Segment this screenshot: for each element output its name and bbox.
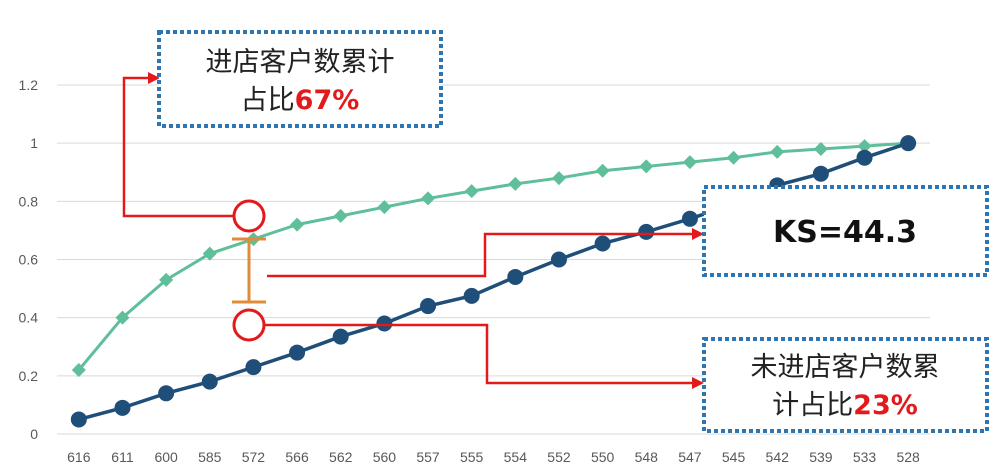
data-point	[376, 315, 393, 332]
x-tick-label: 555	[460, 449, 484, 465]
x-tick-label: 545	[722, 449, 746, 465]
x-tick-label: 560	[373, 449, 397, 465]
ks-gap-indicator	[232, 237, 266, 304]
ks-arrowhead	[692, 228, 704, 240]
entered-callout-line2: 占比67%	[241, 85, 360, 116]
data-point	[115, 310, 130, 325]
data-point	[158, 385, 175, 402]
data-point	[682, 155, 697, 170]
data-point	[639, 159, 654, 174]
x-tick-label: 542	[766, 449, 790, 465]
data-point	[201, 373, 218, 390]
y-tick-label: 0.4	[19, 310, 39, 326]
y-tick-label: 1	[30, 135, 38, 151]
entered-callout: 进店客户数累计 占比67%	[157, 30, 443, 128]
entered-highlight-circle	[232, 199, 266, 233]
data-point	[159, 272, 174, 287]
data-point	[638, 223, 655, 240]
x-tick-label: 552	[547, 449, 571, 465]
data-point	[71, 363, 86, 378]
x-axis-ticks: 616 611 600 585 572 566 562 560 557 555 554 552 550 5…	[67, 449, 920, 465]
y-tick-label: 0	[30, 426, 38, 442]
data-point	[508, 176, 523, 191]
data-point	[377, 200, 392, 215]
series-line	[77, 141, 909, 371]
y-tick-label: 0.2	[19, 368, 39, 384]
x-tick-label: 562	[329, 449, 353, 465]
data-point	[421, 191, 436, 206]
data-point	[900, 135, 917, 152]
data-point	[551, 171, 566, 186]
x-tick-label: 533	[853, 449, 877, 465]
data-point	[464, 184, 479, 199]
not-entered-callout-line2: 计占比23%	[772, 390, 918, 421]
x-tick-label: 600	[154, 449, 178, 465]
not-entered-callout-line1: 未进店客户数累	[751, 352, 940, 383]
ks-callout: KS=44.3	[702, 185, 989, 277]
data-point	[70, 411, 87, 428]
x-tick-label: 548	[635, 449, 659, 465]
data-point	[856, 149, 873, 166]
x-tick-label: 550	[591, 449, 615, 465]
data-point	[550, 251, 567, 268]
data-point	[202, 246, 217, 261]
x-tick-label: 572	[242, 449, 266, 465]
data-point	[681, 210, 698, 227]
x-tick-label: 554	[504, 449, 528, 465]
not-entered-connector	[264, 323, 694, 385]
data-point	[114, 399, 131, 416]
y-axis-ticks: 0 0.2 0.4 0.6 0.8 1 1.2	[19, 77, 39, 442]
x-tick-label: 539	[809, 449, 833, 465]
data-point	[332, 328, 349, 345]
data-point	[857, 139, 872, 154]
data-point	[726, 150, 741, 165]
entered-callout-line1: 进店客户数累计	[206, 47, 395, 78]
data-point	[595, 163, 610, 178]
entered-connector	[122, 76, 233, 218]
data-point	[289, 344, 306, 361]
data-point	[770, 144, 785, 159]
data-point	[594, 235, 611, 252]
data-point	[245, 359, 262, 376]
data-point	[813, 141, 828, 156]
ks-value: KS=44.3	[773, 215, 917, 250]
x-tick-label: 616	[67, 449, 91, 465]
ks-connector	[267, 232, 694, 278]
data-point	[333, 208, 348, 223]
entered-arrowhead	[148, 72, 160, 84]
y-tick-label: 0.6	[19, 252, 39, 268]
x-tick-label: 547	[678, 449, 702, 465]
data-point	[290, 217, 305, 232]
y-tick-label: 0.8	[19, 193, 39, 209]
not-entered-arrowhead	[692, 377, 704, 389]
not-entered-highlight-circle	[232, 308, 266, 342]
x-tick-label: 528	[896, 449, 920, 465]
x-tick-label: 566	[285, 449, 309, 465]
data-point	[812, 165, 829, 182]
data-point	[507, 268, 524, 285]
x-tick-label: 585	[198, 449, 222, 465]
y-tick-label: 1.2	[19, 77, 39, 93]
not-entered-callout: 未进店客户数累 计占比23%	[702, 337, 989, 433]
x-tick-label: 557	[416, 449, 440, 465]
data-point	[420, 298, 437, 315]
data-point	[463, 287, 480, 304]
x-tick-label: 611	[111, 449, 134, 465]
